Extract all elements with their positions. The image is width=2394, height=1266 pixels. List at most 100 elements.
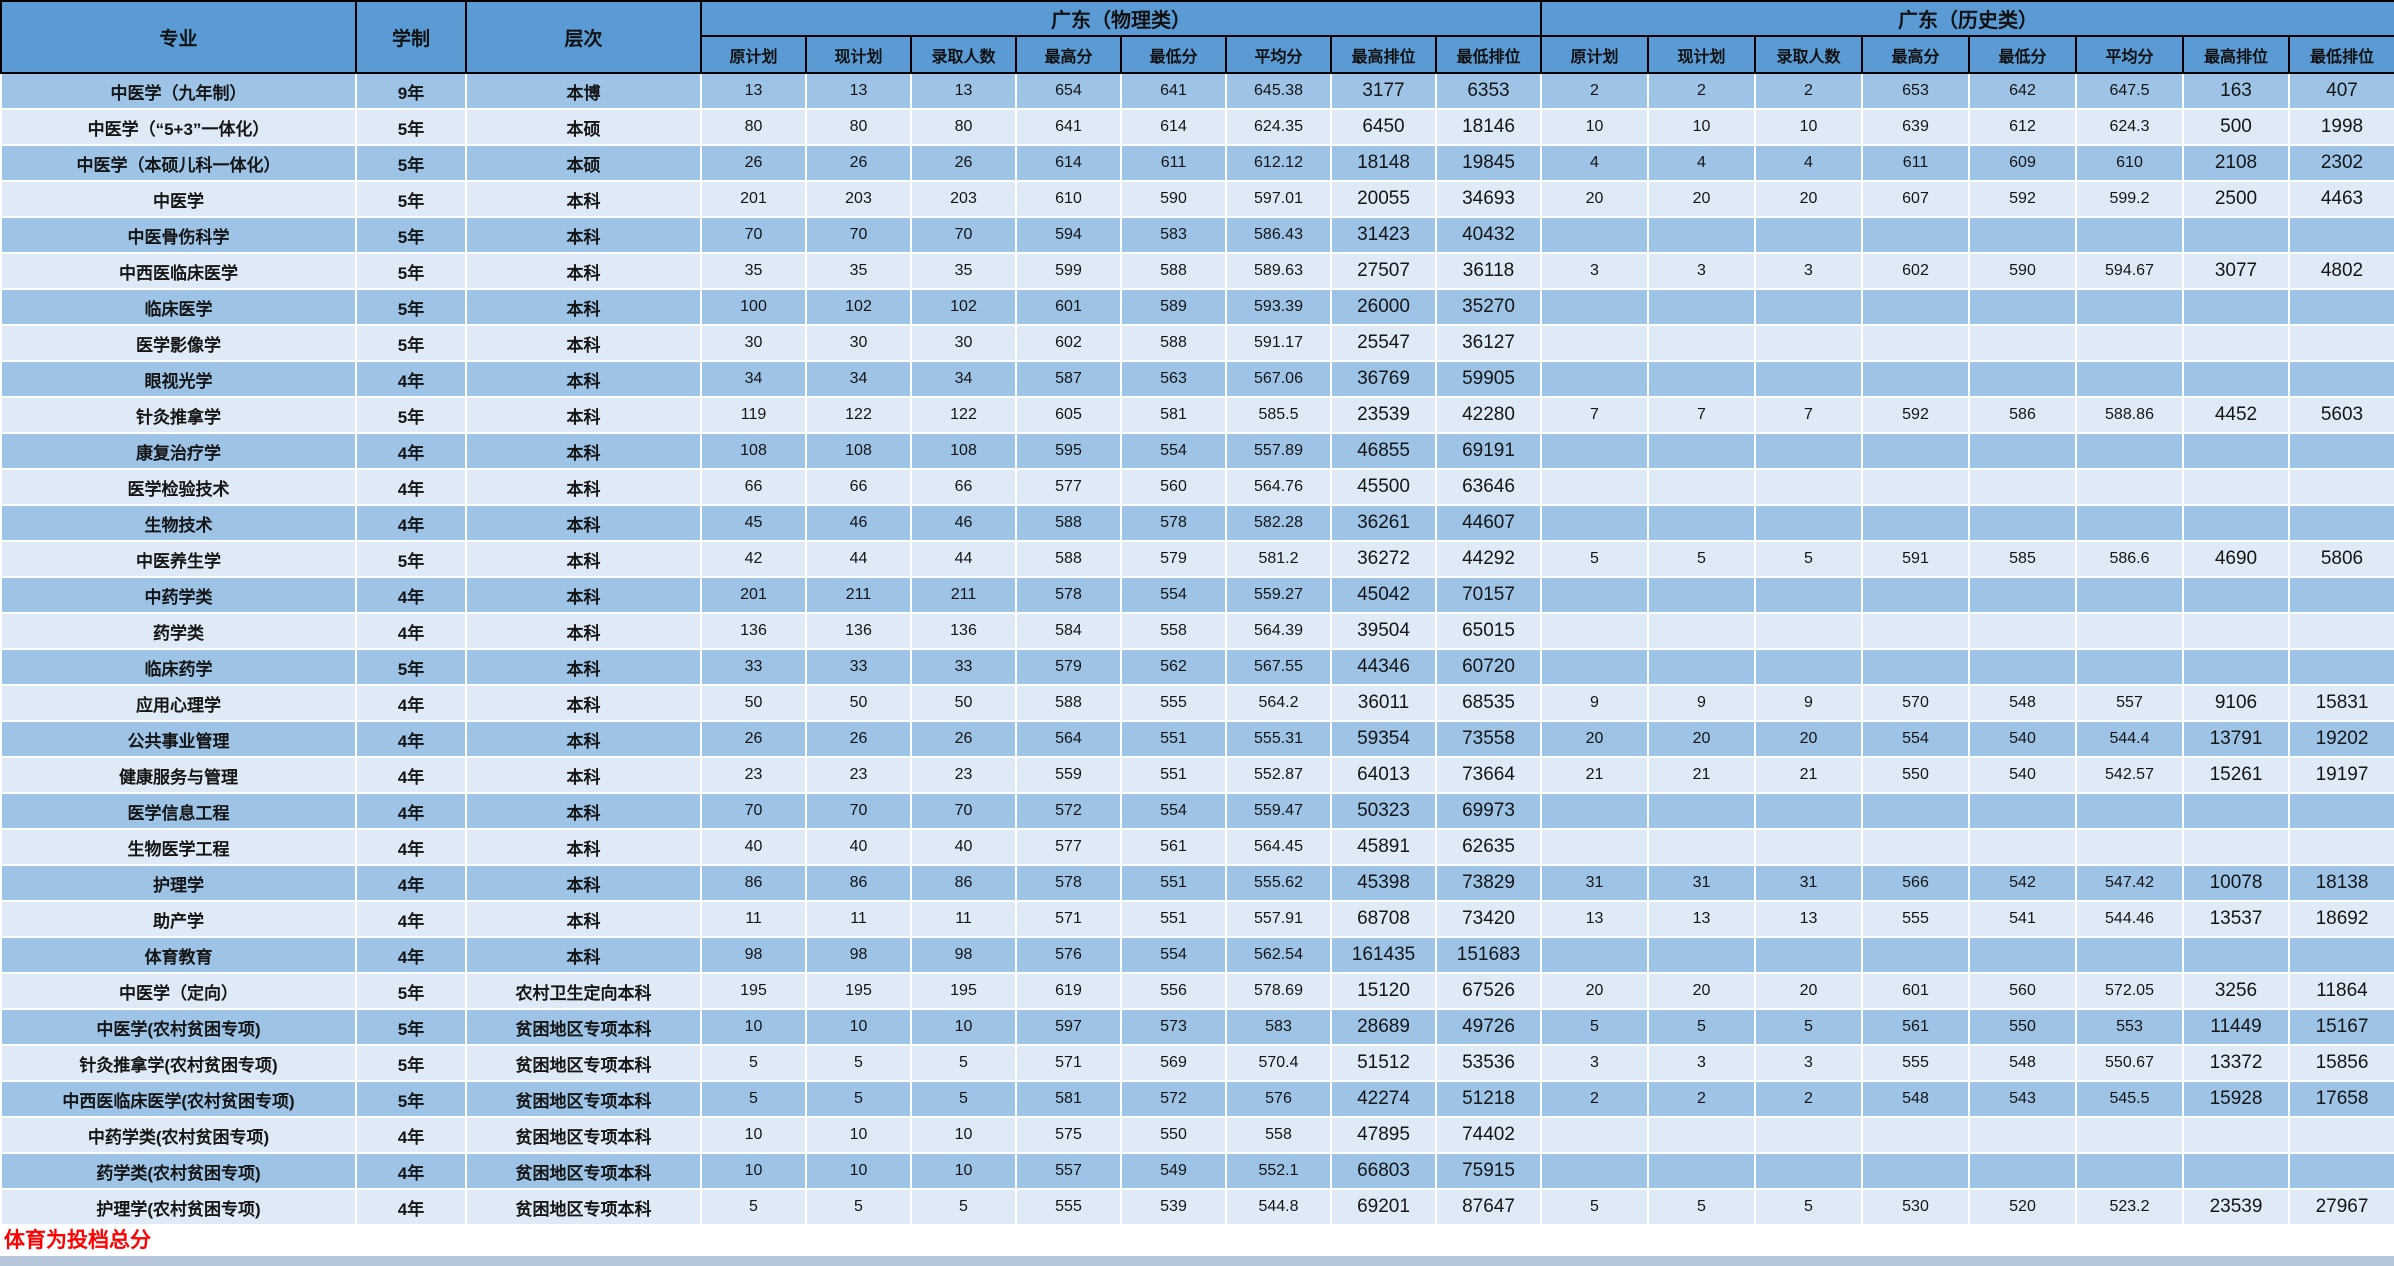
cell-history-2 [1754, 504, 1863, 542]
cell-physics-5: 552.1 [1225, 1152, 1332, 1190]
cell-physics-4: 554 [1120, 432, 1227, 470]
table-row: 生物技术 4年 本科 45 46 46 588 578 582.28 36261 44607 [0, 504, 2394, 542]
cell-history-7: 1998 [2288, 108, 2394, 146]
cell-physics-0: 10 [700, 1152, 807, 1190]
cell-physics-7: 42280 [1435, 396, 1542, 434]
cell-physics-7: 73664 [1435, 756, 1542, 794]
cell-level: 本科 [465, 540, 702, 578]
cell-history-6 [2182, 504, 2290, 542]
cell-history-0: 20 [1540, 180, 1649, 218]
cell-history-0 [1540, 612, 1649, 650]
cell-level: 贫困地区专项本科 [465, 1080, 702, 1118]
cell-history-2: 3 [1754, 252, 1863, 290]
cell-physics-5: 576 [1225, 1080, 1332, 1118]
cell-history-4: 550 [1968, 1008, 2077, 1046]
cell-history-7: 27967 [2288, 1188, 2394, 1226]
cell-duration: 4年 [355, 720, 467, 758]
cell-history-0 [1540, 576, 1649, 614]
cell-level: 本科 [465, 180, 702, 218]
cell-physics-6: 18148 [1330, 144, 1437, 182]
cell-history-3 [1861, 576, 1970, 614]
cell-history-5 [2075, 216, 2184, 254]
cell-history-6: 2500 [2182, 180, 2290, 218]
cell-physics-1: 40 [805, 828, 912, 866]
cell-history-5: 594.67 [2075, 252, 2184, 290]
cell-level: 本科 [465, 792, 702, 830]
cell-history-1 [1647, 468, 1756, 506]
cell-major: 临床药学 [0, 648, 357, 686]
cell-history-7 [2288, 792, 2394, 830]
cell-physics-7: 87647 [1435, 1188, 1542, 1226]
cell-major: 康复治疗学 [0, 432, 357, 470]
cell-physics-1: 211 [805, 576, 912, 614]
table-row: 助产学 4年 本科 11 11 11 571 551 557.91 68708 73420 13 13 1… [0, 900, 2394, 938]
cell-physics-7: 18146 [1435, 108, 1542, 146]
cell-history-1 [1647, 648, 1756, 686]
cell-physics-5: 567.55 [1225, 648, 1332, 686]
col-header-major: 专业 [0, 0, 357, 74]
cell-physics-7: 40432 [1435, 216, 1542, 254]
cell-history-7: 11864 [2288, 972, 2394, 1010]
cell-history-0: 2 [1540, 72, 1649, 110]
cell-physics-1: 70 [805, 792, 912, 830]
cell-history-6 [2182, 288, 2290, 326]
cell-duration: 4年 [355, 792, 467, 830]
cell-level: 贫困地区专项本科 [465, 1116, 702, 1154]
cell-level: 本科 [465, 504, 702, 542]
cell-physics-4: 554 [1120, 792, 1227, 830]
cell-history-0 [1540, 1116, 1649, 1154]
cell-level: 本科 [465, 468, 702, 506]
cell-physics-1: 35 [805, 252, 912, 290]
cell-physics-3: 572 [1015, 792, 1122, 830]
cell-physics-1: 203 [805, 180, 912, 218]
cell-physics-6: 66803 [1330, 1152, 1437, 1190]
cell-level: 本科 [465, 576, 702, 614]
table-row: 医学检验技术 4年 本科 66 66 66 577 560 564.76 45500 63646 [0, 468, 2394, 506]
cell-physics-0: 86 [700, 864, 807, 902]
cell-duration: 4年 [355, 756, 467, 794]
cell-history-1 [1647, 288, 1756, 326]
table-row: 中医学（定向） 5年 农村卫生定向本科 195 195 195 619 556 578.69 15… [0, 972, 2394, 1010]
cell-physics-2: 44 [910, 540, 1017, 578]
table-row: 中药学类 4年 本科 201 211 211 578 554 559.27 45042 70157 [0, 576, 2394, 614]
cell-physics-6: 42274 [1330, 1080, 1437, 1118]
cell-history-0 [1540, 648, 1649, 686]
cell-history-1 [1647, 792, 1756, 830]
cell-history-6 [2182, 324, 2290, 362]
cell-level: 本科 [465, 288, 702, 326]
cell-physics-2: 98 [910, 936, 1017, 974]
cell-physics-1: 10 [805, 1152, 912, 1190]
cell-history-5 [2075, 936, 2184, 974]
cell-history-7 [2288, 360, 2394, 398]
cell-physics-2: 11 [910, 900, 1017, 938]
cell-history-1 [1647, 360, 1756, 398]
cell-history-2 [1754, 1152, 1863, 1190]
cell-level: 本科 [465, 252, 702, 290]
cell-physics-3: 576 [1015, 936, 1122, 974]
cell-physics-0: 40 [700, 828, 807, 866]
cell-history-1: 9 [1647, 684, 1756, 722]
cell-history-6 [2182, 648, 2290, 686]
cell-history-5 [2075, 432, 2184, 470]
cell-physics-5: 624.35 [1225, 108, 1332, 146]
cell-history-7: 4802 [2288, 252, 2394, 290]
col-header-history-4: 最低分 [1968, 35, 2077, 74]
cell-physics-0: 33 [700, 648, 807, 686]
cell-major: 应用心理学 [0, 684, 357, 722]
col-header-history-3: 最高分 [1861, 35, 1970, 74]
cell-history-4: 542 [1968, 864, 2077, 902]
cell-history-3: 653 [1861, 72, 1970, 110]
cell-physics-7: 68535 [1435, 684, 1542, 722]
cell-level: 本硕 [465, 144, 702, 182]
cell-history-3: 570 [1861, 684, 1970, 722]
cell-physics-5: 591.17 [1225, 324, 1332, 362]
cell-history-4 [1968, 576, 2077, 614]
cell-history-7: 19197 [2288, 756, 2394, 794]
cell-history-7 [2288, 1152, 2394, 1190]
cell-physics-0: 5 [700, 1044, 807, 1082]
cell-physics-6: 26000 [1330, 288, 1437, 326]
cell-physics-4: 551 [1120, 720, 1227, 758]
cell-physics-1: 44 [805, 540, 912, 578]
cell-physics-5: 555.31 [1225, 720, 1332, 758]
cell-physics-6: 6450 [1330, 108, 1437, 146]
